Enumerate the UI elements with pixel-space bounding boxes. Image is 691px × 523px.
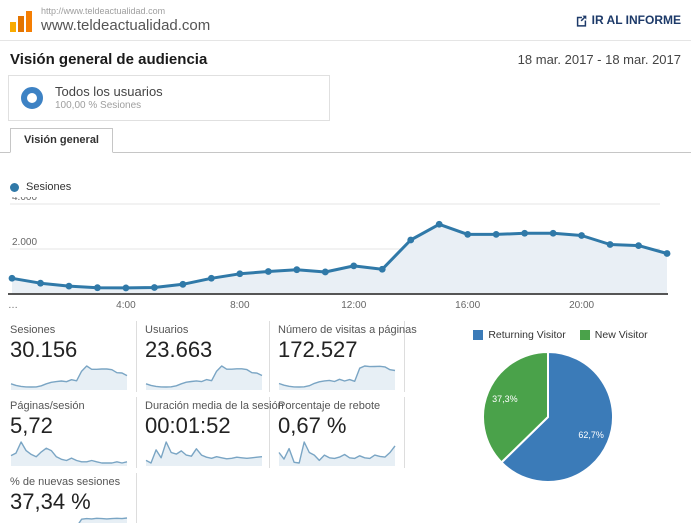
property-domain: www.teldeactualidad.com bbox=[41, 16, 211, 34]
svg-text:37,3%: 37,3% bbox=[492, 394, 518, 404]
segment-card[interactable]: Todos los usuarios 100,00 % Sesiones bbox=[8, 75, 330, 121]
returning-visitor-legend: Returning Visitor bbox=[473, 329, 566, 341]
tab-vision-general[interactable]: Visión general bbox=[10, 128, 113, 153]
property-url: http://www.teldeactualidad.com bbox=[41, 5, 166, 16]
segment-detail: 100,00 % Sesiones bbox=[55, 100, 142, 111]
sessions-legend-dot-icon bbox=[10, 182, 19, 192]
metric-card-nuevas-sesiones[interactable]: % de nuevas sesiones 37,34 % bbox=[10, 473, 137, 523]
metric-value: 172.527 bbox=[278, 337, 358, 362]
metric-card-porcentaje-rebote[interactable]: Porcentaje de rebote 0,67 % bbox=[270, 397, 405, 468]
sessions-line-chart[interactable]: 2.000 4.000 … 4:00 8:00 12:00 16:00 20:00 bbox=[0, 197, 691, 315]
metric-sparkline bbox=[78, 517, 128, 523]
sessions-legend-label: Sesiones bbox=[26, 181, 72, 193]
metric-value: 5,72 bbox=[10, 413, 53, 438]
metric-card-duracion-media[interactable]: Duración media de la sesión 00:01:52 bbox=[137, 397, 284, 468]
metric-label: Número de visitas a páginas bbox=[278, 324, 417, 336]
sessions-chart-block: Sesiones 2.000 4.000 … 4:00 8:00 12:00 16:00 20… bbox=[0, 181, 691, 315]
returning-visitor-legend-icon bbox=[473, 330, 484, 340]
metric-card-sesiones[interactable]: Sesiones 30.156 bbox=[10, 321, 137, 392]
metric-label: Páginas/sesión bbox=[10, 400, 85, 412]
metric-value: 37,34 % bbox=[10, 489, 91, 514]
page-title: Visión general de audiencia bbox=[10, 51, 208, 68]
external-link-icon bbox=[575, 14, 588, 27]
logo-bar bbox=[26, 11, 32, 32]
pie-legend: Returning Visitor New Visitor bbox=[430, 329, 691, 341]
report-link-label: IR AL INFORME bbox=[591, 13, 681, 27]
metric-label: Usuarios bbox=[145, 324, 189, 336]
metric-value: 00:01:52 bbox=[145, 413, 231, 438]
metrics-panel: Sesiones 30.156 Usuarios 23.663 Número d… bbox=[0, 321, 430, 523]
analytics-logo-icon bbox=[10, 8, 32, 32]
metric-card-usuarios[interactable]: Usuarios 23.663 bbox=[137, 321, 270, 392]
svg-text:2.000: 2.000 bbox=[12, 237, 37, 248]
metric-label: Duración media de la sesión bbox=[145, 400, 284, 412]
metric-sparkline bbox=[145, 365, 263, 390]
metric-sparkline bbox=[278, 441, 396, 466]
topbar: http://www.teldeactualidad.com www.telde… bbox=[0, 0, 691, 41]
new-visitor-label: New Visitor bbox=[594, 329, 648, 341]
metric-value: 0,67 % bbox=[278, 413, 347, 438]
segment-text: Todos los usuarios 100,00 % Sesiones bbox=[55, 84, 163, 112]
new-visitor-legend-icon bbox=[579, 330, 590, 340]
metric-row: Sesiones 30.156 Usuarios 23.663 Número d… bbox=[10, 321, 430, 392]
date-range-selector[interactable]: 18 mar. 2017 - 18 mar. 2017 bbox=[517, 52, 681, 67]
svg-text:4:00: 4:00 bbox=[116, 300, 136, 311]
summary-row: Sesiones 30.156 Usuarios 23.663 Número d… bbox=[0, 321, 691, 523]
chart-legend: Sesiones bbox=[10, 181, 691, 193]
visitor-type-panel: Returning Visitor New Visitor 62,7% 37,3% bbox=[430, 321, 691, 523]
title-row: Visión general de audiencia 18 mar. 2017… bbox=[0, 41, 691, 68]
returning-visitor-label: Returning Visitor bbox=[488, 329, 566, 341]
property-info: http://www.teldeactualidad.com www.telde… bbox=[41, 6, 210, 35]
metric-sparkline bbox=[145, 441, 263, 466]
metric-card-paginas-vistas[interactable]: Número de visitas a páginas 172.527 bbox=[270, 321, 417, 392]
metric-sparkline bbox=[10, 441, 128, 466]
go-to-report-link[interactable]: IR AL INFORME bbox=[575, 13, 681, 27]
metric-value: 30.156 bbox=[10, 337, 78, 362]
metric-row: Páginas/sesión 5,72 Duración media de la… bbox=[10, 397, 430, 468]
svg-text:8:00: 8:00 bbox=[230, 300, 250, 311]
metric-sparkline bbox=[10, 365, 128, 390]
segment-donut-icon bbox=[21, 87, 43, 109]
visitor-type-pie-chart[interactable]: 62,7% 37,3% bbox=[478, 347, 618, 487]
metric-sparkline bbox=[278, 365, 396, 390]
svg-text:16:00: 16:00 bbox=[455, 300, 480, 311]
tab-strip: Visión general bbox=[0, 128, 691, 153]
metric-row: % de nuevas sesiones 37,34 % bbox=[10, 473, 430, 523]
svg-text:20:00: 20:00 bbox=[569, 300, 594, 311]
svg-text:62,7%: 62,7% bbox=[578, 430, 604, 440]
metric-label: % de nuevas sesiones bbox=[10, 476, 121, 488]
svg-text:4.000: 4.000 bbox=[12, 197, 37, 203]
svg-text:12:00: 12:00 bbox=[341, 300, 366, 311]
logo-bar bbox=[17, 16, 25, 32]
metric-label: Porcentaje de rebote bbox=[278, 400, 381, 412]
new-visitor-legend: New Visitor bbox=[579, 329, 648, 341]
svg-text:…: … bbox=[8, 300, 18, 311]
logo-bar bbox=[10, 22, 16, 32]
metric-value: 23.663 bbox=[145, 337, 213, 362]
segment-name: Todos los usuarios bbox=[55, 84, 163, 99]
metric-label: Sesiones bbox=[10, 324, 56, 336]
metric-card-paginas-sesion[interactable]: Páginas/sesión 5,72 bbox=[10, 397, 137, 468]
